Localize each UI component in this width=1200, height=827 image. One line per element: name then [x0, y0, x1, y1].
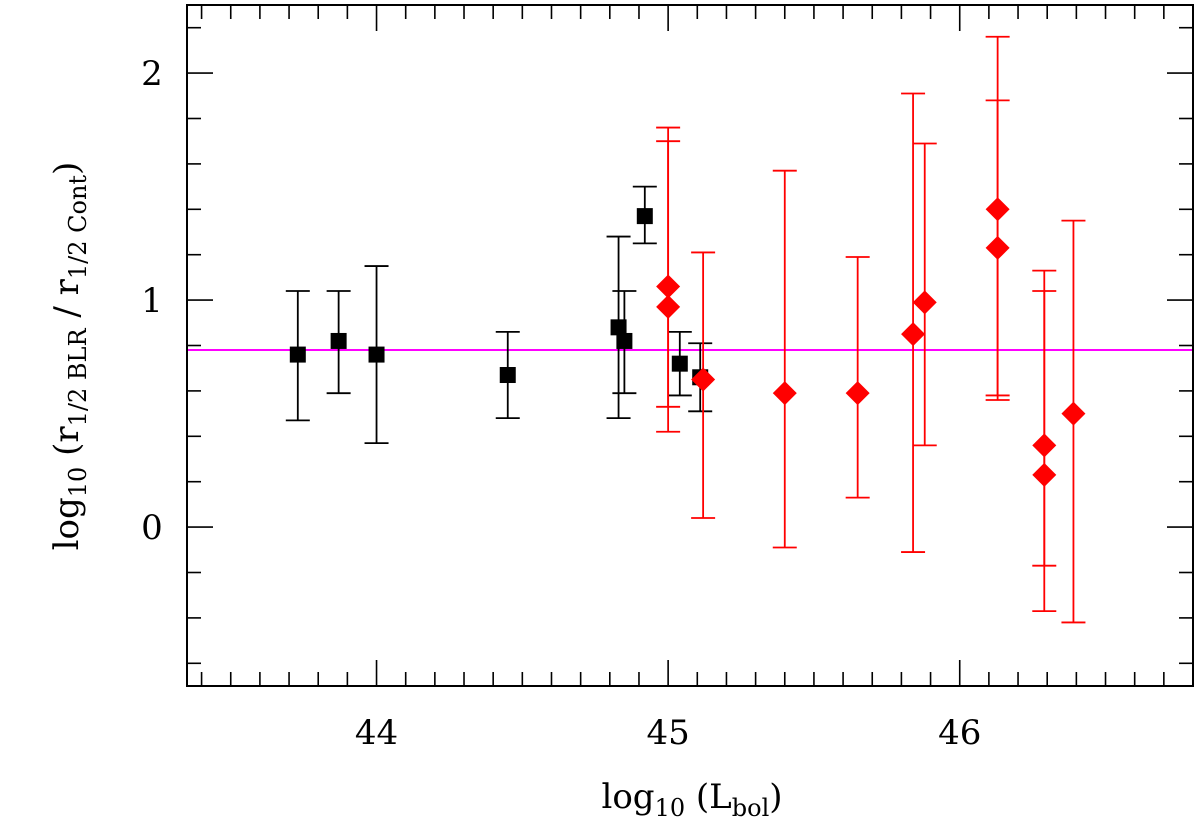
- x-tick-label: 44: [355, 713, 398, 753]
- data-point-diamond: [901, 322, 926, 347]
- data-point-diamond: [656, 294, 681, 319]
- data-point-diamond: [1061, 401, 1086, 426]
- data-point-diamond: [845, 381, 870, 406]
- y-tick-label: 0: [141, 508, 163, 548]
- x-tick-labels: 44 45 46: [355, 713, 981, 753]
- x-axis-label: log10 (Lbol): [601, 777, 782, 822]
- data-point-square: [616, 332, 633, 349]
- data-point-diamond: [985, 235, 1010, 260]
- y-tick-label: 2: [141, 54, 163, 94]
- data-point-diamond: [912, 290, 937, 315]
- data-point-diamond: [1032, 462, 1057, 487]
- data-point-square: [671, 355, 688, 372]
- data-point-square: [368, 346, 385, 363]
- y-axis-label: log10 (r1/2 BLR / r1/2 Cont): [47, 162, 92, 551]
- data-point-diamond: [656, 274, 681, 299]
- y-tick-label: 1: [141, 281, 163, 321]
- data-point-diamond: [985, 197, 1010, 222]
- data-point-square: [610, 319, 627, 336]
- x-tick-label: 45: [646, 713, 689, 753]
- data-markers: [289, 197, 1086, 487]
- data-point-diamond: [772, 381, 797, 406]
- error-bars: [285, 35, 1086, 624]
- data-point-square: [330, 332, 347, 349]
- data-point-diamond: [1032, 433, 1057, 458]
- data-point-square: [499, 367, 516, 384]
- y-tick-labels: 0 1 2: [141, 54, 163, 548]
- plot-frame: [186, 4, 1194, 687]
- axis-ticks: [187, 5, 1194, 686]
- data-point-diamond: [691, 367, 716, 392]
- x-tick-label: 46: [938, 713, 981, 753]
- data-point-square: [636, 208, 653, 225]
- data-point-square: [289, 346, 306, 363]
